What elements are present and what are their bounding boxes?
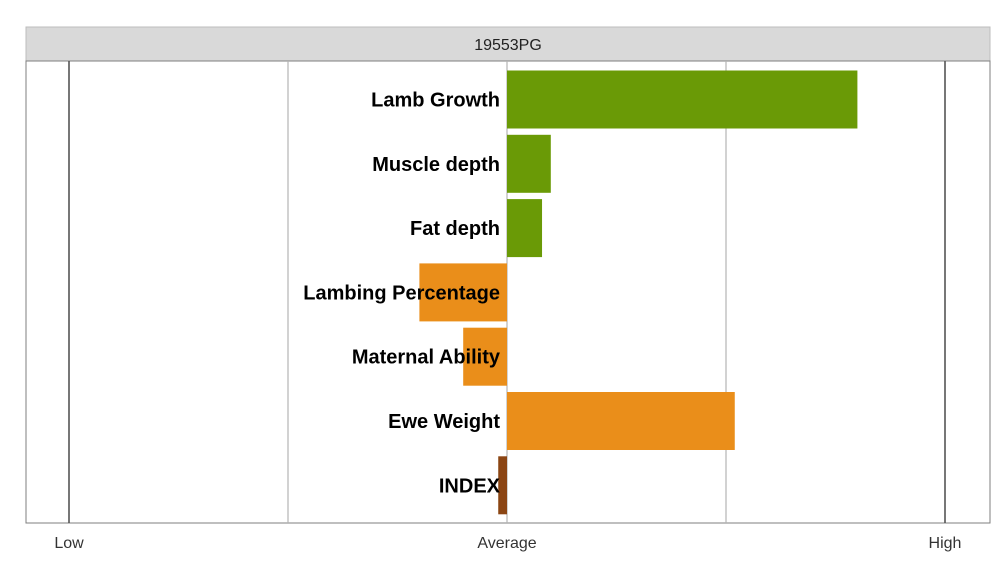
bars bbox=[419, 70, 858, 515]
x-tick-label-average: Average bbox=[477, 535, 536, 552]
bar-fat-depth bbox=[507, 199, 543, 258]
chart-title: 19553PG bbox=[474, 37, 542, 54]
category-label-lamb-growth: Lamb Growth bbox=[371, 90, 500, 112]
x-tick-label-high: High bbox=[929, 535, 962, 552]
category-label-fat-depth: Fat depth bbox=[410, 218, 500, 240]
category-label-muscle-depth: Muscle depth bbox=[372, 154, 500, 176]
category-label-lambing-percentage: Lambing Percentage bbox=[303, 282, 500, 304]
category-label-maternal-ability: Maternal Ability bbox=[352, 347, 501, 369]
bar-index bbox=[498, 456, 507, 515]
x-axis-ticks: Low Average High bbox=[54, 535, 961, 552]
category-label-ewe-weight: Ewe Weight bbox=[388, 411, 500, 433]
bar-ewe-weight bbox=[507, 392, 735, 450]
x-tick-label-low: Low bbox=[54, 535, 84, 552]
bar-lamb-growth bbox=[507, 70, 858, 129]
bar-muscle-depth bbox=[507, 134, 551, 193]
bar-maternal-ability bbox=[463, 327, 507, 386]
bar-lambing-percentage bbox=[419, 263, 507, 322]
chart-title-strip bbox=[25, 26, 991, 62]
category-label-index: INDEX bbox=[439, 475, 501, 497]
category-labels: Lamb Growth Muscle depth Fat depth Lambing … bbox=[303, 90, 501, 498]
plot-panel bbox=[25, 60, 991, 524]
